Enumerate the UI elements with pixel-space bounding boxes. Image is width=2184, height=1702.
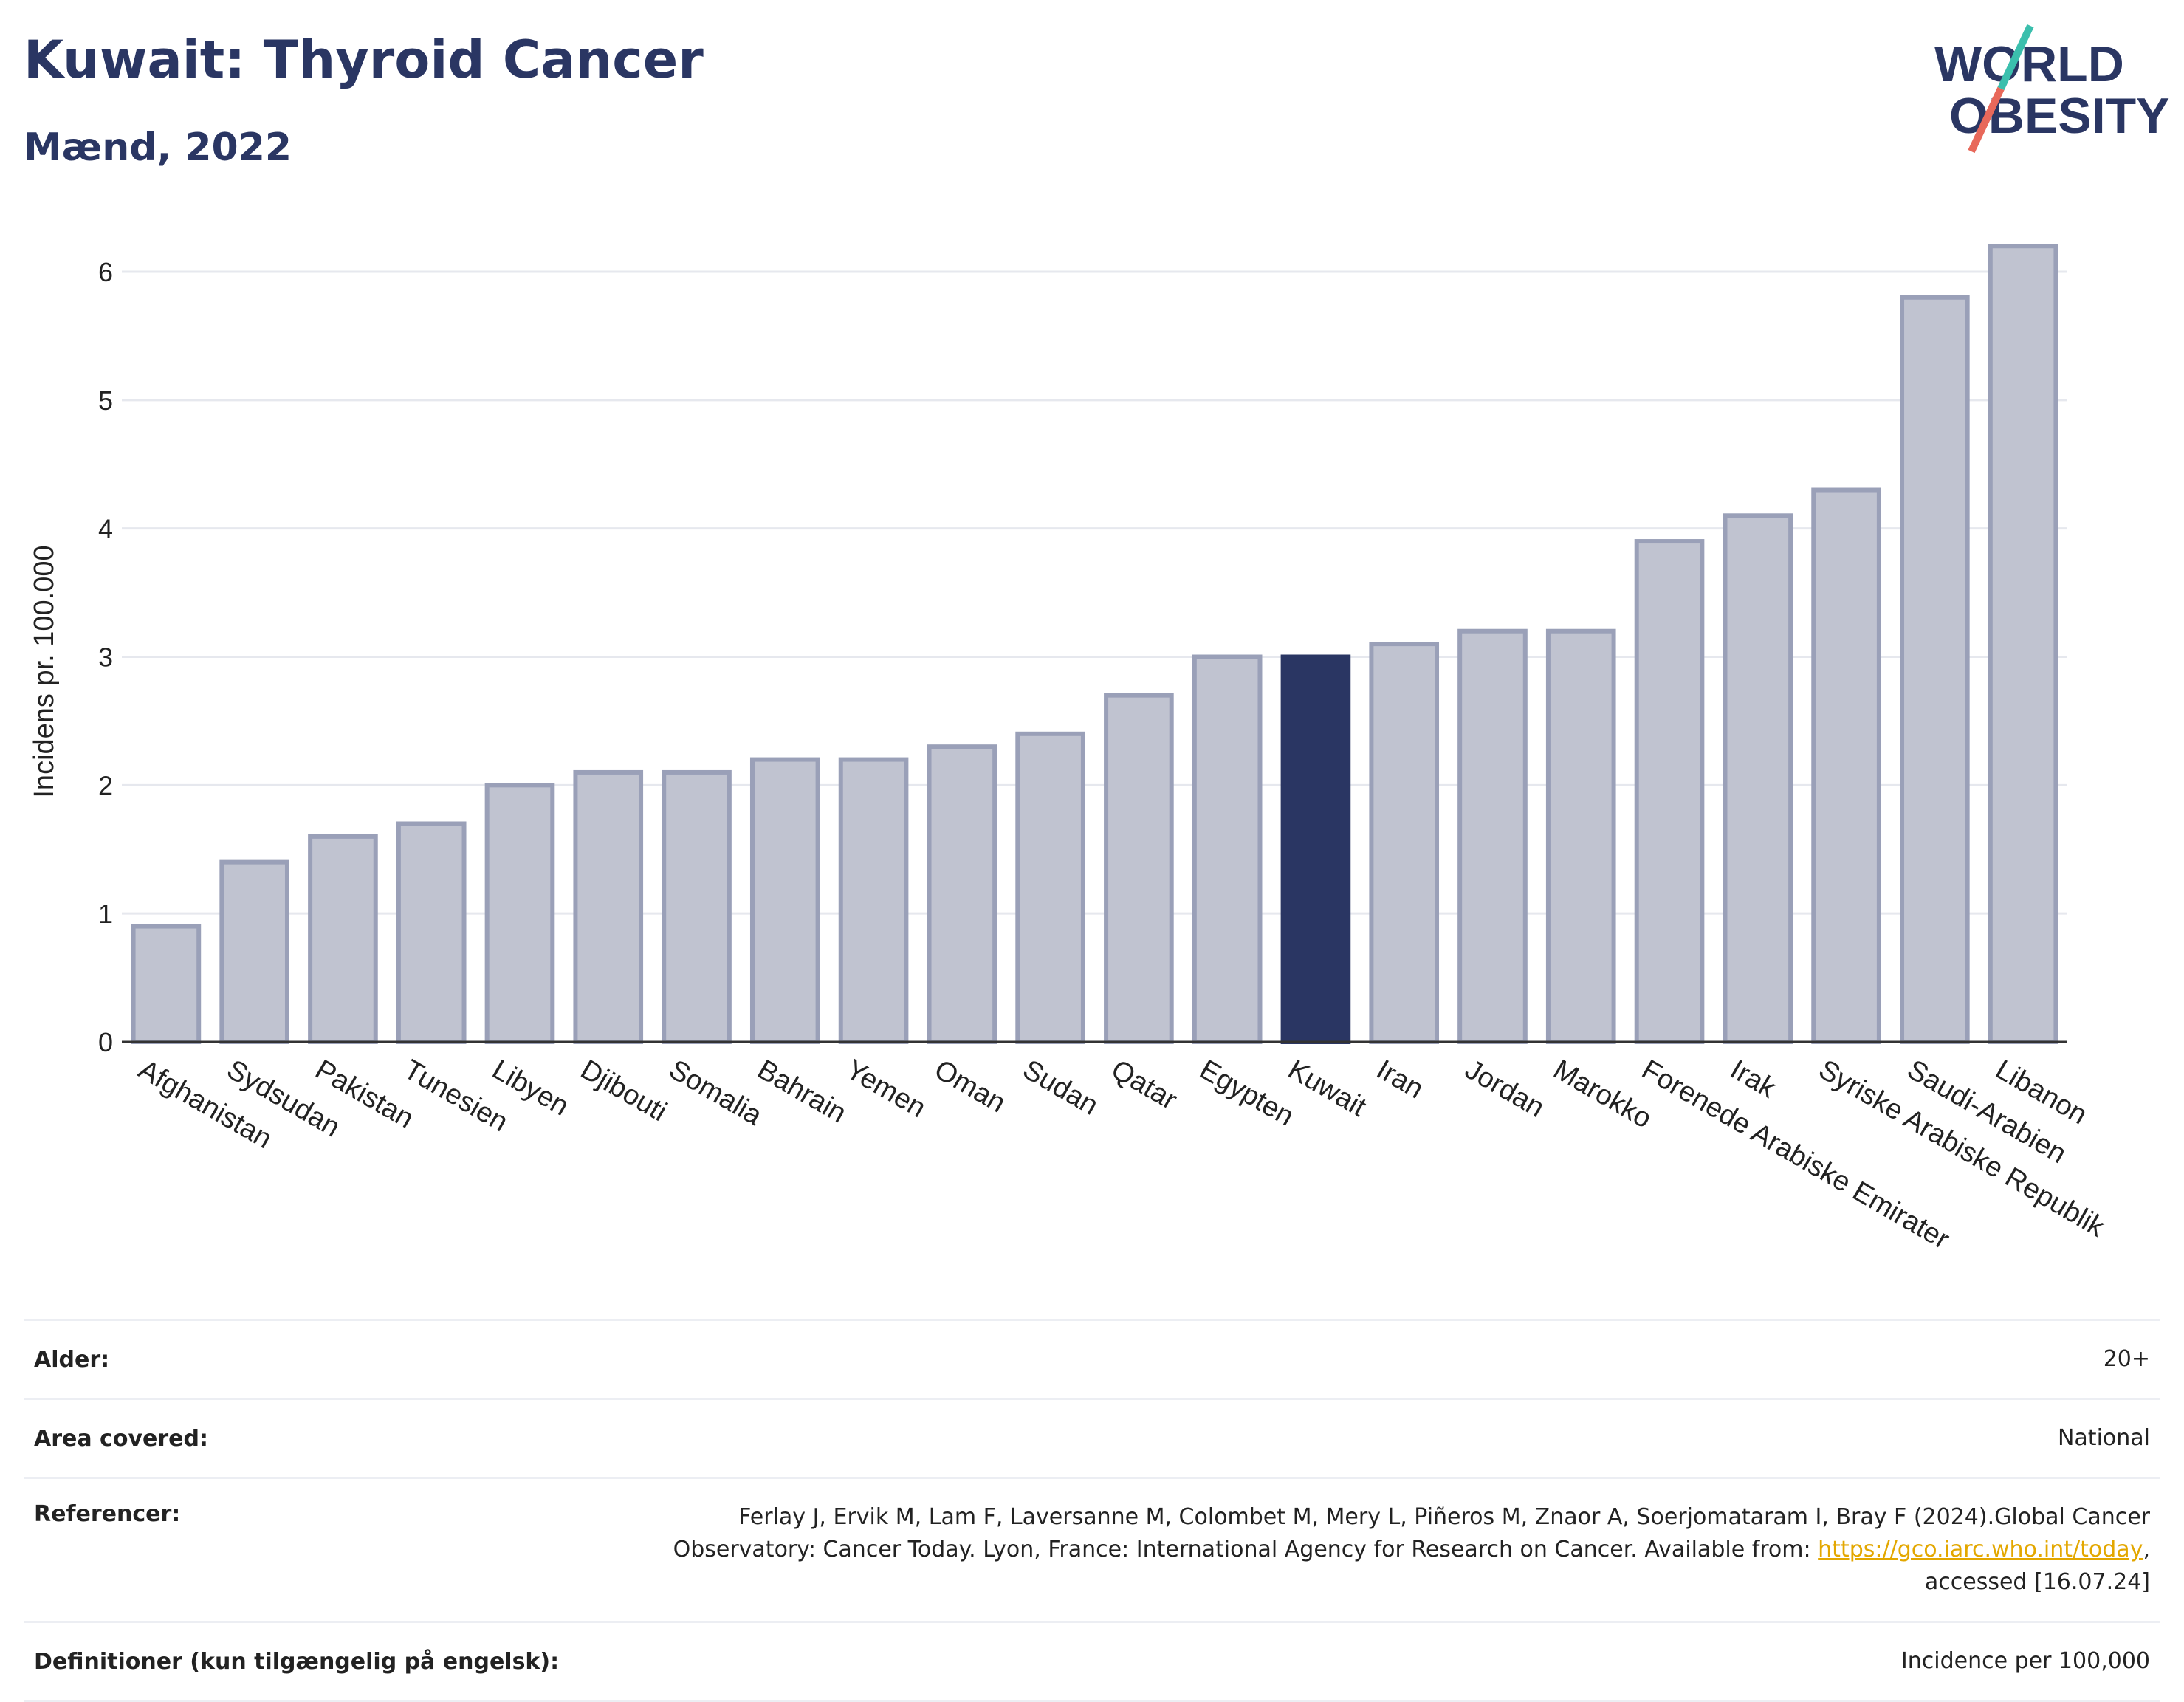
bar-bahrain[interactable] xyxy=(749,757,820,1044)
logo-slash-teal xyxy=(1997,24,2034,91)
area-label: Area covered: xyxy=(34,1425,208,1452)
references-line-2-end: , xyxy=(2143,1537,2150,1562)
bar-djibouti[interactable] xyxy=(573,769,644,1044)
info-row-age: Alder: 20+ xyxy=(24,1319,2160,1398)
y-tick-label: 3 xyxy=(98,642,113,673)
x-tick-label: Forenede Arabiske Emirater xyxy=(1637,1054,1955,1255)
bar-qatar[interactable] xyxy=(1104,693,1174,1045)
references-label: Referencer: xyxy=(34,1501,181,1527)
references-line-1: Ferlay J, Ervik M, Lam F, Laversanne M, … xyxy=(738,1504,2150,1530)
x-tick-label: Egypten xyxy=(1195,1054,1299,1132)
bar-irak[interactable] xyxy=(1723,513,1793,1044)
age-label: Alder: xyxy=(34,1346,110,1373)
bar-somalia[interactable] xyxy=(662,769,732,1044)
x-tick-label: Bahrain xyxy=(752,1054,851,1129)
x-tick-label: Iran xyxy=(1371,1054,1429,1105)
x-tick-label: Qatar xyxy=(1106,1054,1183,1116)
y-tick-label: 1 xyxy=(98,899,113,929)
bar-oman[interactable] xyxy=(927,744,997,1045)
x-tick-label: Djibouti xyxy=(575,1054,672,1128)
world-obesity-logo: WORLD OBESITY xyxy=(1934,24,2170,154)
bar-syriske-arabiske-republik[interactable] xyxy=(1811,487,1881,1044)
logo-slash-coral xyxy=(1968,86,2005,154)
page-title: Kuwait: Thyroid Cancer xyxy=(24,30,704,90)
references-line-3: accessed [16.07.24] xyxy=(1924,1569,2150,1595)
references-link[interactable]: https://gco.iarc.who.int/today xyxy=(1818,1537,2143,1562)
bar-jordan[interactable] xyxy=(1457,628,1528,1044)
y-tick-label: 6 xyxy=(98,257,113,287)
info-row-definitions: Definitioner (kun tilgængelig på engelsk… xyxy=(24,1621,2160,1702)
x-tick-label: Irak xyxy=(1725,1054,1782,1105)
y-tick-label: 2 xyxy=(98,770,113,800)
info-table: Alder: 20+ Area covered: National Refere… xyxy=(24,1319,2160,1702)
definitions-label: Definitioner (kun tilgængelig på engelsk… xyxy=(34,1648,560,1675)
references-line-2: Observatory: Cancer Today. Lyon, France:… xyxy=(673,1537,1819,1562)
bar-chart: AfghanistanSydsudanPakistanTunesienLibye… xyxy=(29,244,2110,1256)
bar-egypten[interactable] xyxy=(1192,654,1263,1044)
y-tick-label: 5 xyxy=(98,385,113,416)
x-tick-label: Jordan xyxy=(1460,1054,1550,1123)
bar-kuwait[interactable] xyxy=(1280,654,1351,1044)
y-axis-title: Incidens pr. 100.000 xyxy=(29,545,60,797)
bars-layer xyxy=(131,244,2058,1045)
bar-libyen[interactable] xyxy=(484,783,555,1044)
x-tick-labels: AfghanistanSydsudanPakistanTunesienLibye… xyxy=(133,1054,2110,1255)
bar-afghanistan[interactable] xyxy=(131,924,202,1044)
x-tick-label: Marokko xyxy=(1548,1054,1657,1134)
info-row-area: Area covered: National xyxy=(24,1398,2160,1477)
x-tick-label: Oman xyxy=(929,1054,1011,1119)
info-row-references: Referencer: Ferlay J, Ervik M, Lam F, La… xyxy=(24,1477,2160,1621)
bar-libanon[interactable] xyxy=(1988,244,2058,1045)
bar-forenede-arabiske-emirater[interactable] xyxy=(1634,539,1705,1044)
x-tick-label: Kuwait xyxy=(1282,1054,1371,1123)
x-tick-label: Sudan xyxy=(1017,1054,1103,1121)
page-subtitle: Mænd, 2022 xyxy=(24,126,292,170)
definitions-value: Incidence per 100,000 xyxy=(1900,1648,2150,1674)
x-tick-label: Somalia xyxy=(664,1054,768,1131)
bar-sudan[interactable] xyxy=(1015,731,1085,1044)
y-tick-label: 4 xyxy=(98,514,113,544)
bar-yemen[interactable] xyxy=(838,757,909,1044)
bar-saudi-arabien[interactable] xyxy=(1900,295,1970,1044)
bar-sydsudan[interactable] xyxy=(219,859,289,1045)
area-value: National xyxy=(2057,1425,2150,1451)
bar-marokko[interactable] xyxy=(1545,628,1616,1044)
y-tick-label: 0 xyxy=(98,1027,113,1057)
bar-pakistan[interactable] xyxy=(308,834,378,1044)
logo-text-world: WORLD xyxy=(1934,36,2124,92)
age-value: 20+ xyxy=(2103,1346,2150,1372)
bar-iran[interactable] xyxy=(1369,642,1440,1044)
references-value: Ferlay J, Ervik M, Lam F, Laversanne M, … xyxy=(673,1501,2150,1599)
y-tick-labels: 0 1 2 3 4 5 6 xyxy=(98,257,113,1057)
x-tick-label: Yemen xyxy=(841,1054,931,1124)
bar-tunesien[interactable] xyxy=(396,821,467,1044)
